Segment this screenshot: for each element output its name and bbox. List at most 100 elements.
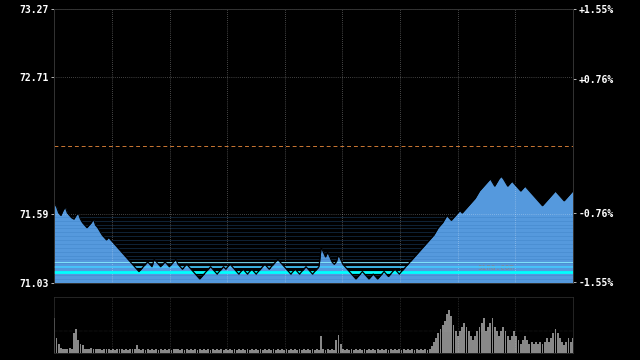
Bar xyxy=(147,349,148,353)
Bar xyxy=(409,350,411,353)
Bar xyxy=(309,350,311,353)
Bar xyxy=(440,329,442,353)
Bar xyxy=(550,338,552,353)
Bar xyxy=(500,331,502,353)
Bar xyxy=(56,338,58,353)
Bar xyxy=(502,327,504,353)
Bar xyxy=(279,350,281,353)
Bar xyxy=(451,316,452,353)
Bar xyxy=(166,350,168,353)
Bar xyxy=(236,350,237,353)
Bar xyxy=(60,348,62,353)
Bar xyxy=(184,350,186,353)
Bar xyxy=(138,349,140,353)
Bar xyxy=(255,349,257,353)
Bar xyxy=(335,340,337,353)
Bar xyxy=(422,350,424,353)
Bar xyxy=(164,349,166,353)
Bar xyxy=(188,350,190,353)
Bar xyxy=(490,323,492,353)
Bar xyxy=(79,344,81,353)
Bar xyxy=(403,349,404,353)
Bar xyxy=(223,350,225,353)
Bar xyxy=(377,349,378,353)
Bar xyxy=(201,350,203,353)
Bar xyxy=(249,350,250,353)
Bar xyxy=(88,348,90,353)
Bar xyxy=(331,349,333,353)
Bar xyxy=(385,349,387,353)
Bar xyxy=(127,350,129,353)
Bar xyxy=(323,349,324,353)
Bar xyxy=(77,340,79,353)
Bar xyxy=(387,350,389,353)
Bar xyxy=(90,348,92,353)
Bar xyxy=(268,349,270,353)
Bar xyxy=(554,329,556,353)
Bar xyxy=(459,331,461,353)
Bar xyxy=(65,349,66,353)
Bar xyxy=(75,329,77,353)
Bar xyxy=(270,350,272,353)
Bar xyxy=(433,342,435,353)
Bar xyxy=(452,325,454,353)
Bar xyxy=(518,340,520,353)
Bar xyxy=(396,350,398,353)
Bar xyxy=(196,350,198,353)
Bar xyxy=(54,319,55,353)
Bar xyxy=(162,350,164,353)
Bar xyxy=(296,350,298,353)
Bar xyxy=(559,338,561,353)
Bar xyxy=(123,350,125,353)
Bar xyxy=(294,349,296,353)
Bar xyxy=(359,349,361,353)
Bar xyxy=(292,350,294,353)
Bar xyxy=(412,349,413,353)
Bar xyxy=(546,338,548,353)
Bar xyxy=(225,349,227,353)
Bar xyxy=(435,338,437,353)
Bar xyxy=(153,350,155,353)
Bar xyxy=(242,349,244,353)
Bar xyxy=(307,349,309,353)
Bar xyxy=(190,349,192,353)
Bar xyxy=(487,327,489,353)
Bar xyxy=(370,350,372,353)
Bar xyxy=(463,323,465,353)
Bar xyxy=(338,335,339,353)
Bar xyxy=(401,350,403,353)
Bar xyxy=(145,350,147,353)
Bar xyxy=(210,350,211,353)
Bar xyxy=(474,336,476,353)
Bar xyxy=(364,349,365,353)
Bar xyxy=(251,349,253,353)
Bar xyxy=(195,349,196,353)
Bar xyxy=(413,350,415,353)
Bar xyxy=(494,327,495,353)
Bar xyxy=(320,336,322,353)
Bar xyxy=(273,349,275,353)
Bar xyxy=(136,345,138,353)
Bar xyxy=(151,349,153,353)
Bar xyxy=(498,336,500,353)
Bar xyxy=(383,350,385,353)
Bar xyxy=(86,349,88,353)
Bar xyxy=(418,350,420,353)
Bar xyxy=(110,350,112,353)
Bar xyxy=(340,344,342,353)
Bar xyxy=(353,350,355,353)
Bar xyxy=(540,342,541,353)
Bar xyxy=(149,350,151,353)
Bar xyxy=(481,323,483,353)
Bar xyxy=(257,350,259,353)
Bar xyxy=(112,349,114,353)
Bar xyxy=(125,349,127,353)
Bar xyxy=(509,340,511,353)
Bar xyxy=(561,342,563,353)
Bar xyxy=(476,331,478,353)
Bar xyxy=(492,319,493,353)
Bar xyxy=(93,348,94,353)
Bar xyxy=(132,348,133,353)
Bar xyxy=(203,349,205,353)
Bar xyxy=(284,350,285,353)
